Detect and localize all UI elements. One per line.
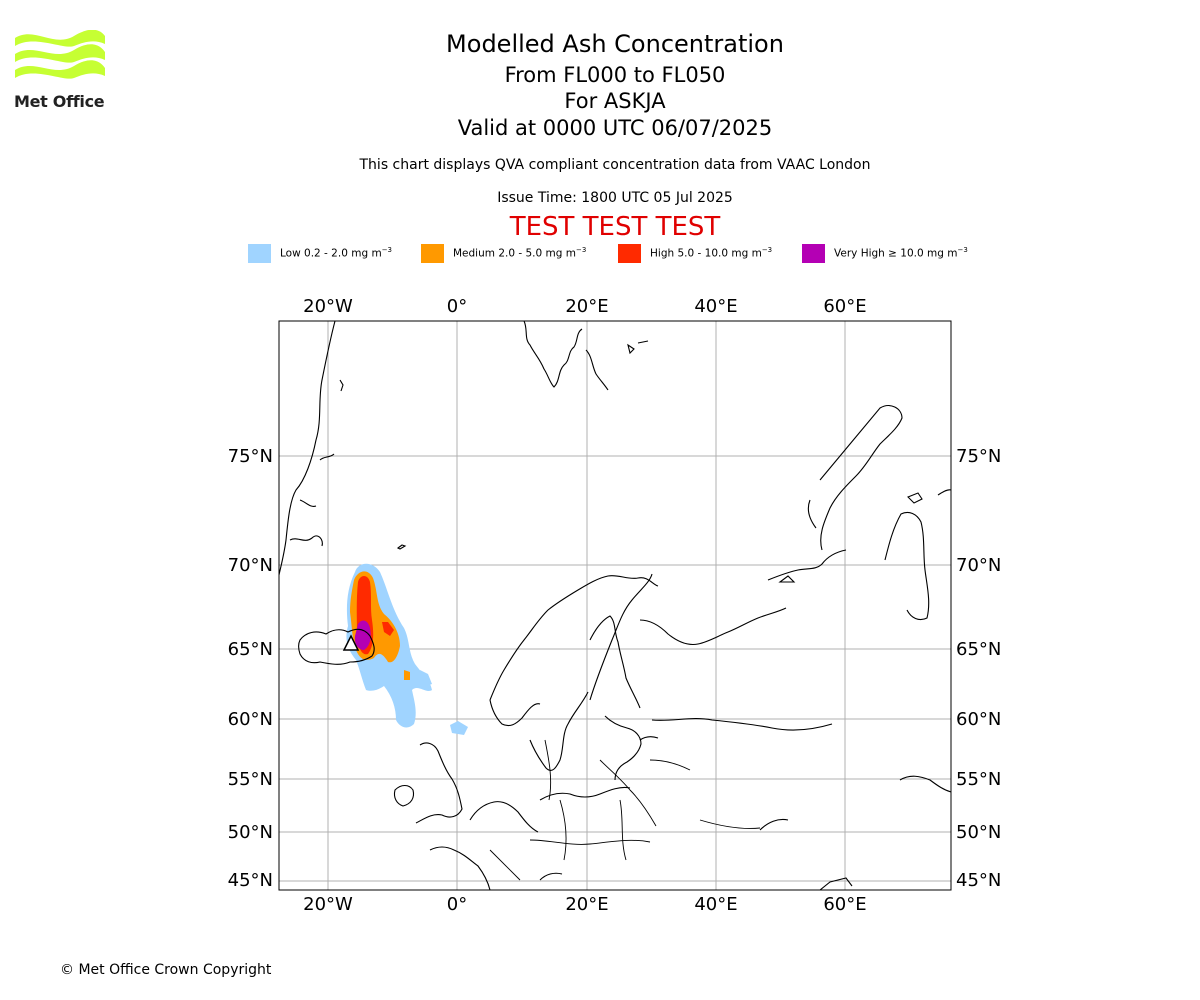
copyright-notice: © Met Office Crown Copyright <box>60 962 272 978</box>
volcano-marker-icon <box>342 634 360 651</box>
ash-patch-high <box>382 622 394 636</box>
ash-patch-low <box>450 721 468 735</box>
logo-text: Met Office <box>14 92 105 111</box>
lat-label: 50°N <box>956 822 1001 843</box>
flight-level-range: From FL000 to FL050 <box>504 63 726 87</box>
lon-label: 20°E <box>565 894 608 915</box>
concentration-legend: Low 0.2 - 2.0 mg m−3 Medium 2.0 - 5.0 mg… <box>248 243 1008 265</box>
graticule <box>279 321 951 890</box>
volcano-name: For ASKJA <box>564 89 666 113</box>
lat-label: 55°N <box>956 769 1001 790</box>
map-area <box>279 321 951 890</box>
lat-label: 55°N <box>228 769 273 790</box>
lon-label: 60°E <box>823 296 866 317</box>
lon-label: 60°E <box>823 894 866 915</box>
lat-label: 70°N <box>228 555 273 576</box>
issue-time: Issue Time: 1800 UTC 05 Jul 2025 <box>497 190 733 206</box>
legend-unit-exp: −3 <box>575 246 587 255</box>
test-banner: TEST TEST TEST <box>509 212 721 242</box>
legend-label-low: Low 0.2 - 2.0 mg m <box>280 247 382 260</box>
legend-swatch-high <box>618 243 641 263</box>
chart-description: This chart displays QVA compliant concen… <box>359 157 871 173</box>
valid-time: Valid at 0000 UTC 06/07/2025 <box>457 116 773 140</box>
lat-label: 65°N <box>228 639 273 660</box>
lon-label: 0° <box>447 296 467 317</box>
country-borders <box>489 739 761 881</box>
lon-labels-bottom: 20°W 0° 20°E 40°E 60°E <box>303 894 866 915</box>
coastlines <box>279 321 951 890</box>
lat-label: 60°N <box>956 709 1001 730</box>
met-office-logo <box>15 30 105 79</box>
lat-label: 75°N <box>228 446 273 467</box>
legend-swatch-low <box>248 243 271 263</box>
legend-unit-exp: −3 <box>761 246 773 255</box>
lon-labels-top: 20°W 0° 20°E 40°E 60°E <box>303 296 866 317</box>
lat-label: 45°N <box>228 870 273 891</box>
legend-label-high: High 5.0 - 10.0 mg m <box>650 247 762 260</box>
ash-patch-medium <box>404 670 410 680</box>
lon-label: 20°W <box>303 894 353 915</box>
legend-unit-exp: −3 <box>381 246 393 255</box>
legend-item-very-high: Very High ≥ 10.0 mg m−3 <box>802 243 968 263</box>
legend-unit-exp: −3 <box>957 246 968 255</box>
lon-label: 20°E <box>565 296 608 317</box>
lat-label: 65°N <box>956 639 1001 660</box>
legend-swatch-very-high <box>802 243 825 263</box>
lon-label: 40°E <box>694 894 737 915</box>
lat-label: 50°N <box>228 822 273 843</box>
ash-plume-very-high <box>354 620 371 650</box>
lat-label: 70°N <box>956 555 1001 576</box>
lat-labels-right: 75°N 70°N 65°N 60°N 55°N 50°N 45°N <box>956 446 1001 891</box>
lat-label: 75°N <box>956 446 1001 467</box>
lat-label: 45°N <box>956 870 1001 891</box>
lat-label: 60°N <box>228 709 273 730</box>
lat-labels-left: 75°N 70°N 65°N 60°N 55°N 50°N 45°N <box>228 446 273 891</box>
legend-swatch-medium <box>421 243 444 263</box>
lon-label: 40°E <box>694 296 737 317</box>
ash-patch-low <box>420 670 432 686</box>
legend-label-very-high: Very High ≥ 10.0 mg m <box>834 247 958 260</box>
legend-item-low: Low 0.2 - 2.0 mg m−3 <box>248 243 392 263</box>
legend-item-high: High 5.0 - 10.0 mg m−3 <box>618 243 772 263</box>
lon-label: 20°W <box>303 296 353 317</box>
legend-item-medium: Medium 2.0 - 5.0 mg m−3 <box>421 243 586 263</box>
chart-title: Modelled Ash Concentration <box>446 30 784 58</box>
legend-label-medium: Medium 2.0 - 5.0 mg m <box>453 247 576 260</box>
map-frame <box>278 320 952 891</box>
lon-label: 0° <box>447 894 467 915</box>
